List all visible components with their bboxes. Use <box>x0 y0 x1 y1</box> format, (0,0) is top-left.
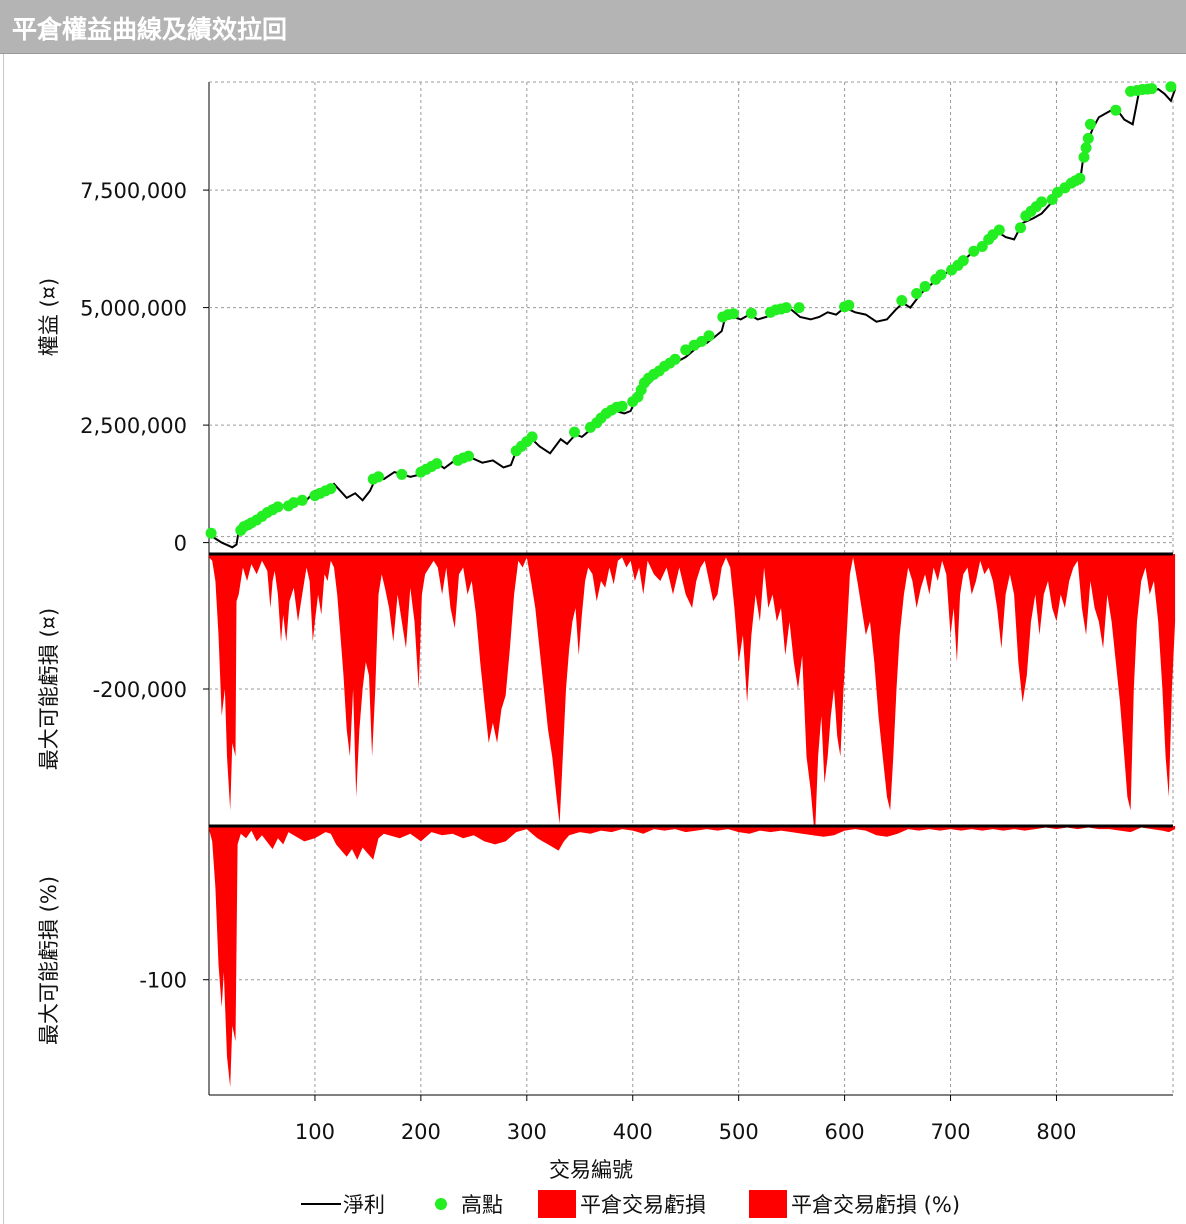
chart-frame: 100 200 300 400 500 600 700 800 交易編號 0 2,500,000 5,… <box>3 54 1186 1224</box>
high-point-marker <box>896 295 908 306</box>
legend-label: 淨利 <box>343 1193 385 1217</box>
y-axis-title-drawdown_pct: 最大可能虧損 (%) <box>37 876 61 1045</box>
high-point-marker <box>919 281 931 292</box>
high-point-marker <box>727 308 739 320</box>
high-point-marker <box>272 501 284 513</box>
legend-label: 平倉交易虧損 <box>580 1193 706 1217</box>
high-point-marker <box>680 344 692 356</box>
high-point-marker <box>1082 132 1094 144</box>
y-axis-title-equity: 權益 (¤) <box>37 278 61 356</box>
high-point-marker <box>373 471 384 483</box>
chart-svg: 100 200 300 400 500 600 700 800 交易編號 0 2,500,000 5,… <box>37 81 1177 1218</box>
drawdown-area-drawdown_pct <box>209 826 1176 1088</box>
legend-item: 平倉交易虧損 <box>538 1190 706 1218</box>
high-point-marker <box>976 241 988 252</box>
high-point-marker <box>935 269 947 281</box>
high-point-marker <box>780 302 792 314</box>
high-point-marker <box>1084 118 1096 130</box>
y-tick-label: 2,500,000 <box>80 414 187 438</box>
high-point-marker <box>968 245 980 257</box>
high-point-marker <box>993 224 1005 236</box>
high-point-marker <box>1015 222 1026 234</box>
high-point-marker <box>1078 151 1090 163</box>
legend-label: 高點 <box>461 1193 503 1217</box>
legend-rect-icon <box>749 1190 787 1218</box>
window-title: 平倉權益曲線及績效拉回 <box>12 15 288 44</box>
high-point-marker <box>669 353 681 365</box>
legend-item: 高點 <box>435 1193 503 1217</box>
y-tick-label: 5,000,000 <box>80 297 187 321</box>
x-axis-title: 交易編號 <box>549 1158 633 1182</box>
x-tick-label: 500 <box>719 1120 759 1144</box>
high-point-marker <box>616 400 628 412</box>
x-tick-label: 200 <box>401 1120 441 1144</box>
high-point-marker <box>793 302 805 314</box>
legend-item: 平倉交易虧損 (%) <box>749 1190 960 1218</box>
high-point-marker <box>296 494 308 506</box>
y-axis-title-drawdown_abs: 最大可能虧損 (¤) <box>37 608 61 770</box>
legend-dot-icon <box>435 1198 447 1210</box>
high-point-marker <box>431 458 443 470</box>
y-tick-label: 0 <box>174 532 187 556</box>
legend-label: 平倉交易虧損 (%) <box>791 1193 960 1217</box>
high-point-marker <box>843 299 855 311</box>
y-tick-label: 7,500,000 <box>80 179 187 203</box>
high-point-marker <box>1036 196 1048 208</box>
net-profit-line <box>208 88 1177 549</box>
x-tick-label: 800 <box>1036 1120 1076 1144</box>
x-tick-label: 700 <box>930 1120 970 1144</box>
high-point-marker <box>569 426 580 438</box>
high-point-marker <box>526 431 538 443</box>
high-point-marker <box>703 330 715 342</box>
high-point-marker <box>1146 83 1158 95</box>
high-point-marker <box>396 468 408 480</box>
high-point-marker <box>1110 104 1122 116</box>
x-tick-label: 300 <box>507 1120 547 1144</box>
high-point-marker <box>745 307 757 319</box>
high-point-marker <box>463 450 474 462</box>
high-point-marker <box>325 483 337 495</box>
title-bar: 平倉權益曲線及績效拉回 <box>0 0 1186 54</box>
y-tick-label: -200,000 <box>93 678 187 702</box>
high-point-marker <box>1074 172 1086 184</box>
legend-item: 淨利 <box>301 1193 385 1217</box>
high-point-marker <box>957 255 969 267</box>
x-tick-label: 600 <box>825 1120 865 1144</box>
high-point-marker <box>1165 81 1177 93</box>
high-point-marker <box>1080 142 1092 154</box>
x-tick-label: 400 <box>613 1120 653 1144</box>
y-tick-label: -100 <box>139 969 187 993</box>
high-point-marker <box>288 497 300 509</box>
drawdown-area-drawdown_abs <box>209 554 1176 838</box>
high-point-marker <box>911 288 923 299</box>
legend-rect-icon <box>538 1190 576 1218</box>
high-point-marker <box>205 527 217 539</box>
x-tick-label: 100 <box>295 1120 335 1144</box>
